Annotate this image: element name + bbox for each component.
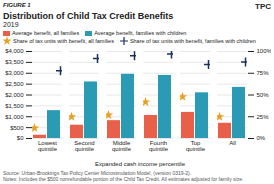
svg-text:0%: 0% <box>257 135 266 141</box>
html-text:Average benefit, families with: Average benefit, families with children <box>94 30 187 36</box>
html-text:Distribution of Child Tax Cred: Distribution of Child Tax Credit Benefit… <box>3 11 174 21</box>
svg-text:$4,000: $4,000 <box>5 48 24 54</box>
html-text:2019: 2019 <box>3 21 19 28</box>
svg-text:Middlequintile: Middlequintile <box>112 140 132 152</box>
svg-text:All: All <box>229 140 236 146</box>
html-text:TPC: TPC <box>255 2 271 11</box>
svg-text:$1,500: $1,500 <box>5 103 24 109</box>
svg-text:$3,000: $3,000 <box>5 70 24 76</box>
svg-text:$2,000: $2,000 <box>5 92 24 98</box>
svg-text:100%: 100% <box>257 48 272 54</box>
svg-text:Lowestquintile: Lowestquintile <box>38 140 58 152</box>
html-text:Source: Urban-Brookings Tax Po: Source: Urban-Brookings Tax Policy Cente… <box>3 170 191 176</box>
svg-text:Topquintile: Topquintile <box>186 140 206 152</box>
html-text:Share of tax units with benefi: Share of tax units with benefit, familie… <box>129 37 256 44</box>
html-text:FIGURE 1: FIGURE 1 <box>3 2 31 8</box>
html-text:Notes: Includes the $500 nonre: Notes: Includes the $500 nonrefundable p… <box>3 176 244 182</box>
svg-text:Secondquintile: Secondquintile <box>74 140 94 152</box>
svg-text:$1,000: $1,000 <box>5 114 24 120</box>
svg-text:Fourthquintile: Fourthquintile <box>149 140 169 152</box>
svg-text:$3,500: $3,500 <box>5 59 24 65</box>
svg-text:$500: $500 <box>10 125 24 131</box>
svg-text:$0: $0 <box>17 135 24 141</box>
svg-text:$2,500: $2,500 <box>5 81 24 87</box>
html-text:Average benefit, all families: Average benefit, all families <box>12 30 80 36</box>
html-text:Share of tax units with benefi: Share of tax units with benefit, all fam… <box>13 37 114 44</box>
svg-text:50%: 50% <box>257 92 270 98</box>
svg-text:25%: 25% <box>257 114 270 120</box>
svg-text:Expanded cash income percentil: Expanded cash income percentile <box>95 161 186 167</box>
svg-text:75%: 75% <box>257 70 270 76</box>
